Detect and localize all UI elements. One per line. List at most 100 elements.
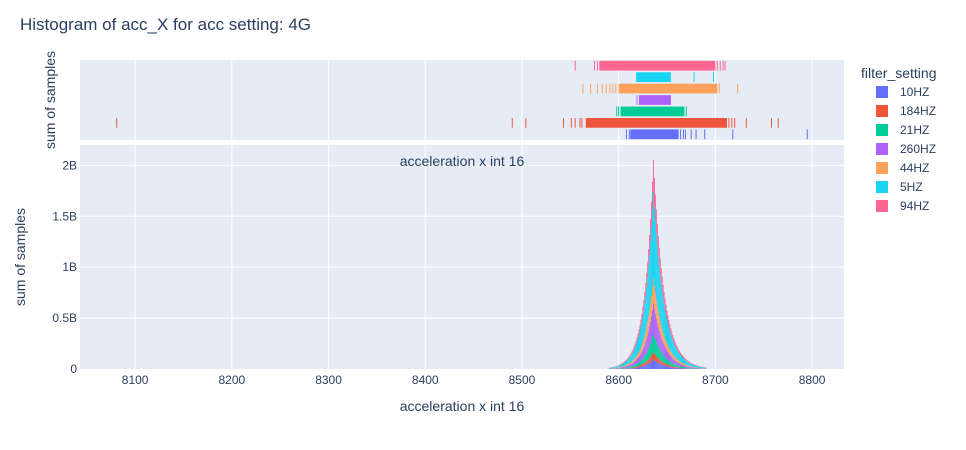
histogram-bar <box>665 314 667 342</box>
histogram-bar <box>620 366 622 368</box>
legend-swatch-184hz[interactable] <box>876 105 888 117</box>
histogram-bar <box>690 366 692 368</box>
histogram-bar <box>682 363 684 366</box>
histogram-bar <box>690 367 692 368</box>
rug-band-94hz <box>599 60 716 71</box>
histogram-bar <box>668 366 670 369</box>
histogram-bar <box>658 330 660 349</box>
histogram-bar <box>634 343 636 348</box>
histogram-bar <box>630 363 632 367</box>
histogram-bar <box>685 367 687 369</box>
histogram-bar <box>628 364 630 367</box>
legend-swatch-21hz[interactable] <box>876 124 888 136</box>
histogram-bar <box>670 367 672 369</box>
histogram-bar <box>671 367 673 369</box>
histogram-bar <box>663 365 665 369</box>
legend-swatch-5hz[interactable] <box>876 181 888 193</box>
histogram-bar <box>642 307 644 317</box>
histogram-bar <box>653 285 655 310</box>
histogram-bar <box>663 362 665 366</box>
histogram-bar <box>630 355 632 362</box>
histogram-bar <box>629 364 631 367</box>
histogram-bar <box>669 349 671 355</box>
legend-label[interactable]: 260HZ <box>900 142 936 156</box>
histogram-bar <box>678 349 680 353</box>
histogram-bar <box>634 364 636 367</box>
histogram-bar <box>662 342 664 355</box>
histogram-bar <box>645 295 647 332</box>
histogram-bar <box>677 367 679 369</box>
histogram-bar <box>679 353 681 362</box>
histogram-bar <box>618 365 620 366</box>
histogram-bar <box>692 364 694 367</box>
histogram-bar <box>676 361 678 366</box>
histogram-bar <box>616 366 618 368</box>
histogram-bar <box>686 367 688 369</box>
histogram-bar <box>666 310 668 320</box>
histogram-bar <box>654 360 656 369</box>
histogram-bar <box>627 365 629 368</box>
x-tick-label: 8700 <box>702 373 729 387</box>
histogram-bar <box>681 368 683 369</box>
legend-label[interactable]: 10HZ <box>900 85 929 99</box>
histogram-bar <box>662 332 664 343</box>
histogram-bar <box>641 364 643 367</box>
histogram-bar <box>680 363 682 367</box>
legend-label[interactable]: 44HZ <box>900 161 929 175</box>
histogram-bar <box>674 340 676 345</box>
histogram-bar <box>658 247 660 267</box>
histogram-bar <box>639 355 641 362</box>
legend-swatch-10hz[interactable] <box>876 86 888 98</box>
histogram-bar <box>664 309 666 339</box>
histogram-bar <box>675 364 677 367</box>
histogram-bar <box>622 363 624 367</box>
histogram-bar <box>641 351 643 360</box>
histogram-bar <box>673 355 675 360</box>
histogram-bar <box>654 314 656 340</box>
histogram-bar <box>623 367 624 369</box>
histogram-bar <box>649 346 651 359</box>
histogram-bar <box>634 357 636 362</box>
x-tick-label: 8800 <box>799 373 826 387</box>
histogram-bar <box>625 359 627 362</box>
histogram-bar <box>643 300 645 311</box>
histogram-bar <box>659 350 661 361</box>
legend-label[interactable]: 21HZ <box>900 123 929 137</box>
histogram-bar <box>634 361 636 365</box>
histogram-bar <box>611 367 613 369</box>
histogram-bar <box>630 368 632 369</box>
y-tick-label: 1B <box>62 260 77 274</box>
histogram-bar <box>655 299 657 320</box>
histogram-bar <box>662 362 664 366</box>
histogram-bar <box>653 206 655 286</box>
histogram-bar <box>688 367 690 369</box>
histogram-bar <box>655 356 657 362</box>
histogram-bar <box>665 341 667 349</box>
histogram-bar <box>655 319 657 343</box>
legend-label[interactable]: 94HZ <box>900 199 929 213</box>
histogram-bar <box>633 361 635 366</box>
histogram-bar <box>644 303 646 336</box>
histogram-bar <box>664 365 666 369</box>
legend-label[interactable]: 5HZ <box>900 180 923 194</box>
histogram-bar <box>695 367 697 369</box>
histogram-bar <box>652 337 653 354</box>
histogram-bar <box>685 359 687 361</box>
histogram-bar <box>620 364 622 365</box>
histogram-bar <box>635 356 637 361</box>
legend-swatch-44hz[interactable] <box>876 162 888 174</box>
plot-annotation: acceleration x int 16 <box>400 153 525 169</box>
histogram-bar <box>681 362 683 365</box>
legend-swatch-94hz[interactable] <box>876 200 888 212</box>
histogram-bar <box>659 363 661 369</box>
histogram-bar <box>684 358 686 361</box>
histogram-bar <box>677 347 679 351</box>
legend-label[interactable]: 184HZ <box>900 104 936 118</box>
histogram-bar <box>689 366 691 367</box>
histogram-bar <box>620 364 622 367</box>
histogram-bar <box>677 365 679 368</box>
histogram-bar <box>653 352 654 360</box>
histogram-bar <box>647 364 649 369</box>
x-tick-label: 8500 <box>509 373 536 387</box>
legend-swatch-260hz[interactable] <box>876 143 888 155</box>
